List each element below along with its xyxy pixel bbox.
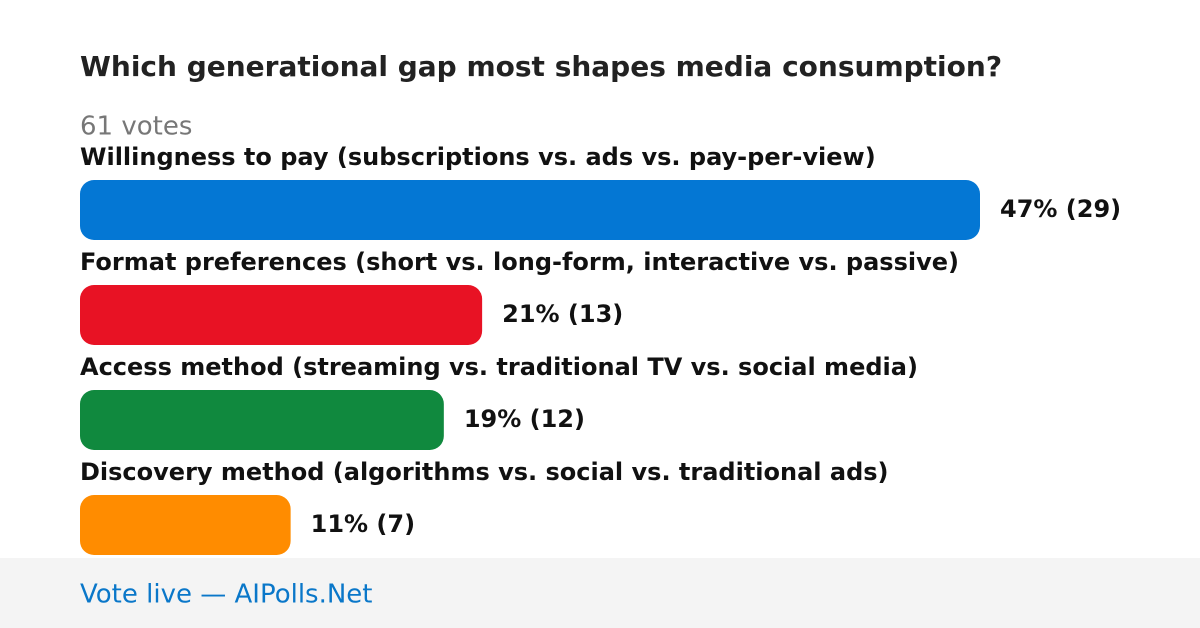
option-label: Willingness to pay (subscriptions vs. ad…: [80, 143, 876, 171]
value-label: 21% (13): [502, 300, 623, 328]
bar: [80, 495, 291, 555]
vote-count: 61 votes: [80, 112, 192, 142]
option-label: Discovery method (algorithms vs. social …: [80, 458, 889, 486]
bar: [80, 390, 444, 450]
footer-bar: [0, 558, 1200, 628]
bar: [80, 285, 483, 345]
value-label: 11% (7): [311, 510, 415, 538]
value-label: 19% (12): [464, 405, 585, 433]
value-label: 47% (29): [1000, 195, 1121, 223]
option-label: Format preferences (short vs. long-form,…: [80, 248, 959, 276]
bar: [80, 180, 980, 240]
chart-title: Which generational gap most shapes media…: [80, 50, 1002, 83]
option-label: Access method (streaming vs. traditional…: [80, 353, 918, 381]
footer-link[interactable]: Vote live — AIPolls.Net: [80, 580, 373, 610]
